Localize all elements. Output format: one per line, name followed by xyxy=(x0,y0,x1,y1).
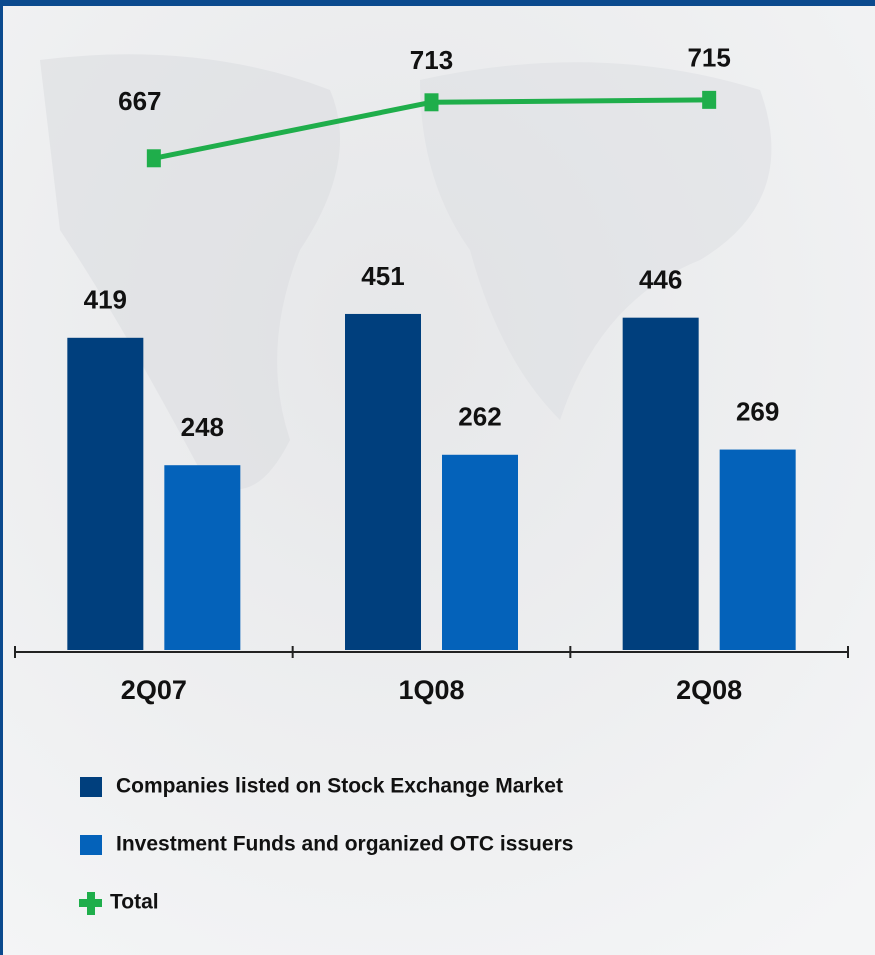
bar-value-label: 248 xyxy=(181,412,224,442)
line-marker xyxy=(424,93,439,112)
bar xyxy=(345,313,421,650)
bar xyxy=(164,465,241,650)
line-marker xyxy=(146,149,161,168)
legend-label: Total xyxy=(110,891,159,914)
line-value-label: 667 xyxy=(118,86,161,116)
bar-value-label: 451 xyxy=(361,261,404,291)
bar-value-label: 262 xyxy=(458,402,501,432)
legend-marker xyxy=(79,892,102,915)
bar-value-label: 446 xyxy=(639,265,682,295)
x-tick-label: 2Q07 xyxy=(121,675,187,705)
bar xyxy=(719,449,796,650)
line-value-label: 715 xyxy=(687,43,730,73)
legend-label: Investment Funds and organized OTC issue… xyxy=(116,833,573,856)
top-border xyxy=(0,0,875,6)
left-border xyxy=(0,0,3,955)
line-marker xyxy=(702,90,717,109)
bar-value-label: 419 xyxy=(84,285,127,315)
map-shape xyxy=(40,54,340,490)
bar xyxy=(67,337,144,650)
legend-marker xyxy=(80,777,102,797)
line-value-label: 713 xyxy=(410,45,453,75)
map-shape xyxy=(420,62,772,420)
x-tick-label: 1Q08 xyxy=(398,675,464,705)
bar-value-label: 269 xyxy=(736,396,779,426)
legend-marker xyxy=(80,835,102,855)
bar xyxy=(442,454,518,650)
legend-label: Companies listed on Stock Exchange Marke… xyxy=(116,775,563,798)
bar xyxy=(622,317,699,650)
x-tick-label: 2Q08 xyxy=(676,675,742,705)
